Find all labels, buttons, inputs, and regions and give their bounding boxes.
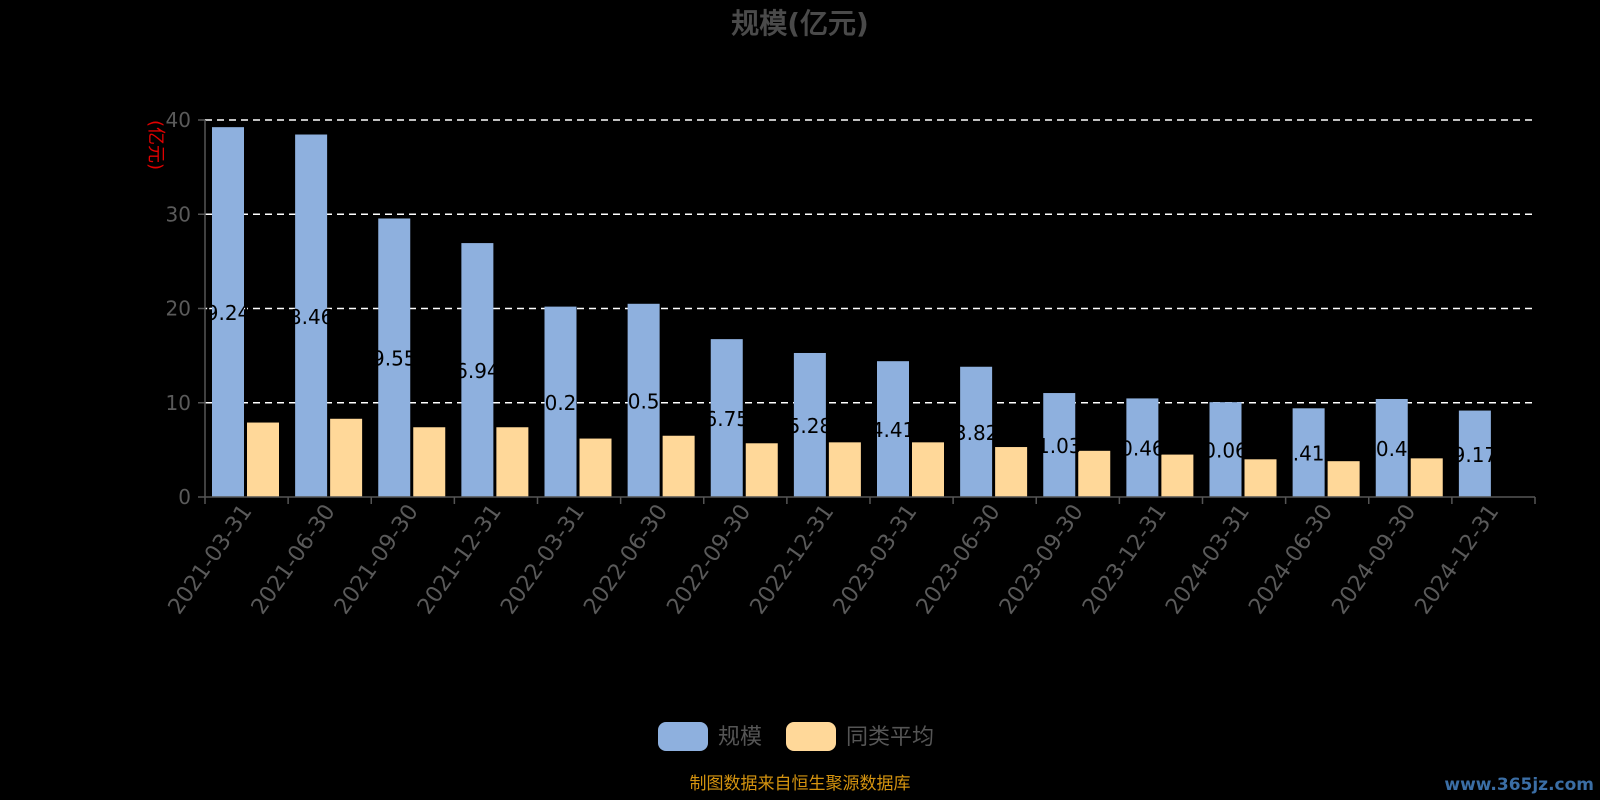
y-tick-label: 40 xyxy=(166,108,191,132)
bar-peer-average xyxy=(745,443,778,497)
bar-scale xyxy=(295,134,328,497)
bar-data-label: 0.46 xyxy=(1120,437,1165,461)
bar-scale xyxy=(544,306,577,497)
y-axis-ticks: 0 10 20 30 40 xyxy=(166,108,206,509)
bar-data-label: 6.94 xyxy=(455,359,500,383)
bar-peer-average xyxy=(247,422,279,497)
bar-scale xyxy=(378,218,411,497)
bar-data-label: 1.03 xyxy=(1037,434,1082,458)
bar-peer-average xyxy=(662,435,695,497)
bar-data-label: 9.55 xyxy=(372,347,417,371)
x-tick-label: 2022-12-31 xyxy=(746,500,840,619)
bar-scale xyxy=(461,243,494,497)
y-tick-label: 0 xyxy=(178,485,191,509)
bar-peer-average xyxy=(1410,458,1443,497)
bar-peer-average xyxy=(496,427,529,497)
legend-label: 规模 xyxy=(718,725,762,750)
y-tick-label: 30 xyxy=(166,202,191,226)
x-tick-label: 2021-03-31 xyxy=(164,500,258,619)
bar-peer-average xyxy=(1078,450,1111,497)
x-tick-label: 2024-09-30 xyxy=(1327,500,1421,619)
legend-swatch xyxy=(658,722,708,751)
bar-data-label: 0.5 xyxy=(628,389,660,413)
x-tick-label: 2024-12-31 xyxy=(1411,500,1505,619)
bar-scale xyxy=(212,127,244,498)
bar-peer-average xyxy=(330,418,363,497)
x-tick-label: 2022-03-31 xyxy=(496,500,590,619)
bar-data-label: 8.46 xyxy=(289,305,334,329)
x-tick-label: 2021-06-30 xyxy=(247,500,341,619)
x-tick-label: 2022-06-30 xyxy=(579,500,673,619)
bars xyxy=(212,127,1491,498)
y-tick-label: 20 xyxy=(166,297,191,321)
bar-scale xyxy=(1126,398,1159,497)
chart-title: 规模(亿元) xyxy=(731,7,869,40)
x-tick-label: 2022-09-30 xyxy=(662,500,756,619)
bar-scale xyxy=(710,339,743,497)
grid-lines xyxy=(205,119,1535,404)
legend-label: 同类平均 xyxy=(846,725,934,750)
bar-data-label: 5.28 xyxy=(788,414,833,438)
bar-peer-average xyxy=(1327,461,1360,497)
bar-scale xyxy=(1458,410,1491,497)
x-tick-label: 2021-09-30 xyxy=(330,500,424,619)
bar-peer-average xyxy=(995,447,1028,497)
bar-scale xyxy=(877,361,909,497)
bar-scale xyxy=(1043,393,1076,497)
bar-peer-average xyxy=(579,438,612,497)
x-tick-label: 2023-03-31 xyxy=(829,500,923,619)
x-tick-label: 2024-03-31 xyxy=(1161,500,1255,619)
y-tick-label: 10 xyxy=(166,391,191,415)
bar-scale xyxy=(627,303,660,497)
bar-data-label: 0.06 xyxy=(1203,439,1248,463)
bar-data-label: 0.2 xyxy=(545,391,577,415)
data-labels: 9.24 8.46 9.55 6.94 0.2 0.5 6.75 5.28 4.41 3.82 1.… xyxy=(206,301,1497,467)
data-source-note: 制图数据来自恒生聚源数据库 xyxy=(690,774,911,794)
bar-peer-average xyxy=(828,442,861,497)
x-tick-label: 2024-06-30 xyxy=(1244,500,1338,619)
bar-peer-average xyxy=(1161,454,1194,497)
x-tick-label: 2023-12-31 xyxy=(1078,500,1172,619)
bar-data-label: 6.75 xyxy=(704,407,749,431)
bar-data-label: 9.17 xyxy=(1453,443,1498,467)
bar-scale xyxy=(960,366,993,497)
x-tick-label: 2023-09-30 xyxy=(995,500,1089,619)
bar-data-label: 9.24 xyxy=(206,301,251,325)
bar-peer-average xyxy=(1244,459,1277,497)
bar-scale xyxy=(793,352,826,497)
bar-data-label: 3.82 xyxy=(954,421,999,445)
legend-swatch xyxy=(786,722,836,751)
bar-peer-average xyxy=(413,427,446,497)
bar-scale xyxy=(1292,408,1325,497)
y-axis-unit: (亿元) xyxy=(145,120,166,170)
watermark: www.365jz.com xyxy=(1444,775,1594,795)
x-tick-label: 2023-06-30 xyxy=(912,500,1006,619)
bar-scale xyxy=(1375,398,1408,497)
legend: 规模 同类平均 xyxy=(658,722,934,751)
bar-peer-average xyxy=(912,442,944,497)
bar-data-label: 4.41 xyxy=(871,418,916,442)
bar-scale xyxy=(1209,402,1242,497)
bar-data-label: .41 xyxy=(1293,442,1325,466)
bar-data-label: 0.4 xyxy=(1376,437,1408,461)
x-axis: 2021-03-312021-06-302021-09-302021-12-31… xyxy=(164,496,1536,619)
x-tick-label: 2021-12-31 xyxy=(413,500,507,619)
